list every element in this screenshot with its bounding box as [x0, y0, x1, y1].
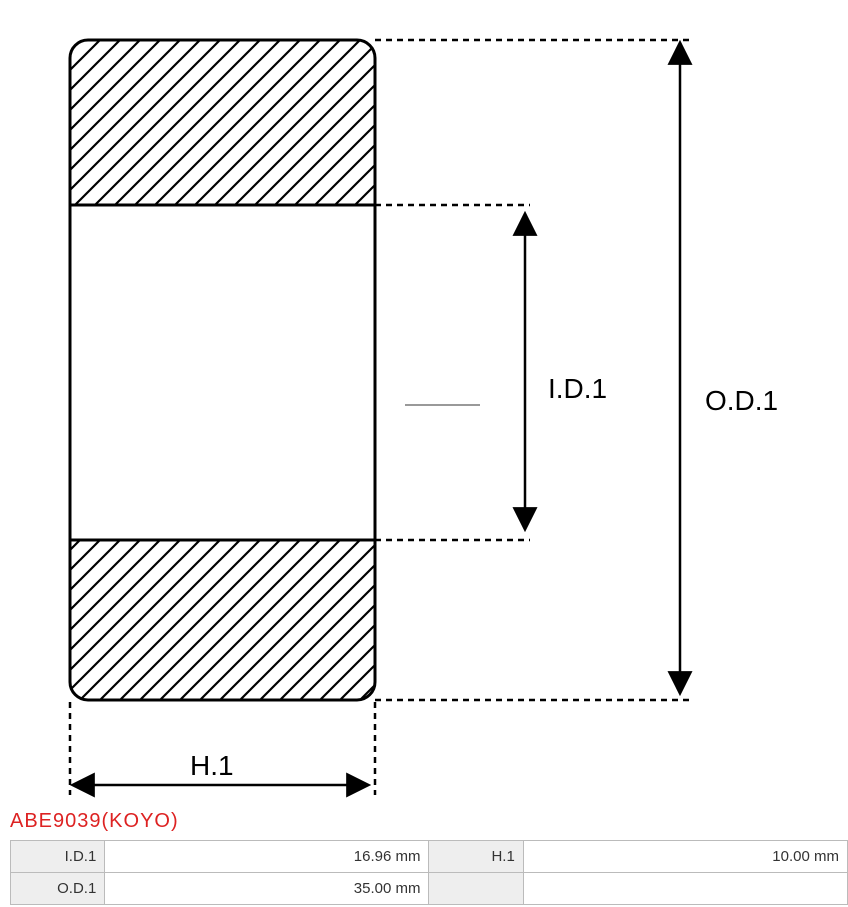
- part-title: ABE9039(KOYO): [10, 810, 179, 833]
- cell-label: H.1: [429, 841, 523, 873]
- spec-table: I.D.1 16.96 mm H.1 10.00 mm O.D.1 35.00 …: [10, 840, 848, 905]
- table-row: I.D.1 16.96 mm H.1 10.00 mm: [11, 841, 848, 873]
- bearing-section-diagram: I.D.1 O.D.1 H.1: [0, 0, 848, 800]
- hatch-bottom: [70, 540, 375, 700]
- cell-label: O.D.1: [11, 873, 105, 905]
- label-od1: O.D.1: [705, 385, 778, 416]
- hatch-top: [70, 40, 375, 205]
- table-row: O.D.1 35.00 mm: [11, 873, 848, 905]
- label-id1: I.D.1: [548, 373, 607, 404]
- cell-label: [429, 873, 523, 905]
- cell-label: I.D.1: [11, 841, 105, 873]
- cell-value: [523, 873, 847, 905]
- cell-value: 16.96 mm: [105, 841, 429, 873]
- label-h1: H.1: [190, 750, 234, 781]
- cell-value: 35.00 mm: [105, 873, 429, 905]
- cell-value: 10.00 mm: [523, 841, 847, 873]
